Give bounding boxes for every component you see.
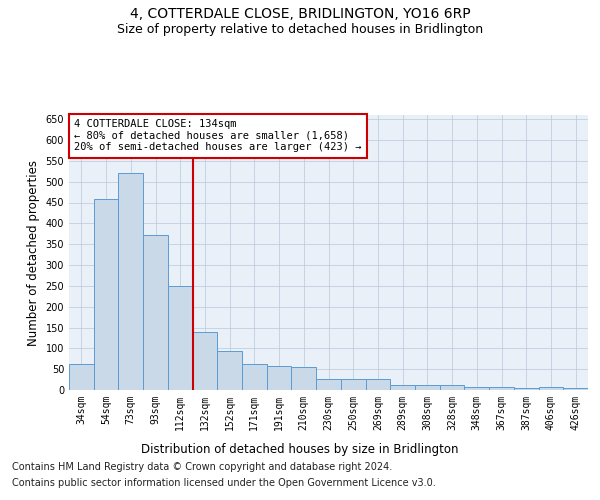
- Text: 4 COTTERDALE CLOSE: 134sqm
← 80% of detached houses are smaller (1,658)
20% of s: 4 COTTERDALE CLOSE: 134sqm ← 80% of deta…: [74, 119, 362, 152]
- Text: Contains public sector information licensed under the Open Government Licence v3: Contains public sector information licen…: [12, 478, 436, 488]
- Bar: [539, 387, 563, 390]
- Bar: [440, 385, 464, 390]
- Bar: [217, 351, 242, 390]
- Bar: [118, 174, 143, 390]
- Bar: [390, 385, 415, 390]
- Bar: [267, 366, 292, 390]
- Text: 4, COTTERDALE CLOSE, BRIDLINGTON, YO16 6RP: 4, COTTERDALE CLOSE, BRIDLINGTON, YO16 6…: [130, 8, 470, 22]
- Bar: [563, 388, 588, 390]
- Bar: [341, 379, 365, 390]
- Bar: [514, 388, 539, 390]
- Text: Size of property relative to detached houses in Bridlington: Size of property relative to detached ho…: [117, 22, 483, 36]
- Bar: [94, 199, 118, 390]
- Bar: [143, 235, 168, 390]
- Bar: [489, 387, 514, 390]
- Text: Contains HM Land Registry data © Crown copyright and database right 2024.: Contains HM Land Registry data © Crown c…: [12, 462, 392, 472]
- Bar: [168, 286, 193, 390]
- Bar: [193, 332, 217, 390]
- Text: Distribution of detached houses by size in Bridlington: Distribution of detached houses by size …: [141, 442, 459, 456]
- Bar: [415, 385, 440, 390]
- Y-axis label: Number of detached properties: Number of detached properties: [27, 160, 40, 346]
- Bar: [365, 379, 390, 390]
- Bar: [69, 364, 94, 390]
- Bar: [292, 367, 316, 390]
- Bar: [316, 379, 341, 390]
- Bar: [242, 364, 267, 390]
- Bar: [464, 386, 489, 390]
